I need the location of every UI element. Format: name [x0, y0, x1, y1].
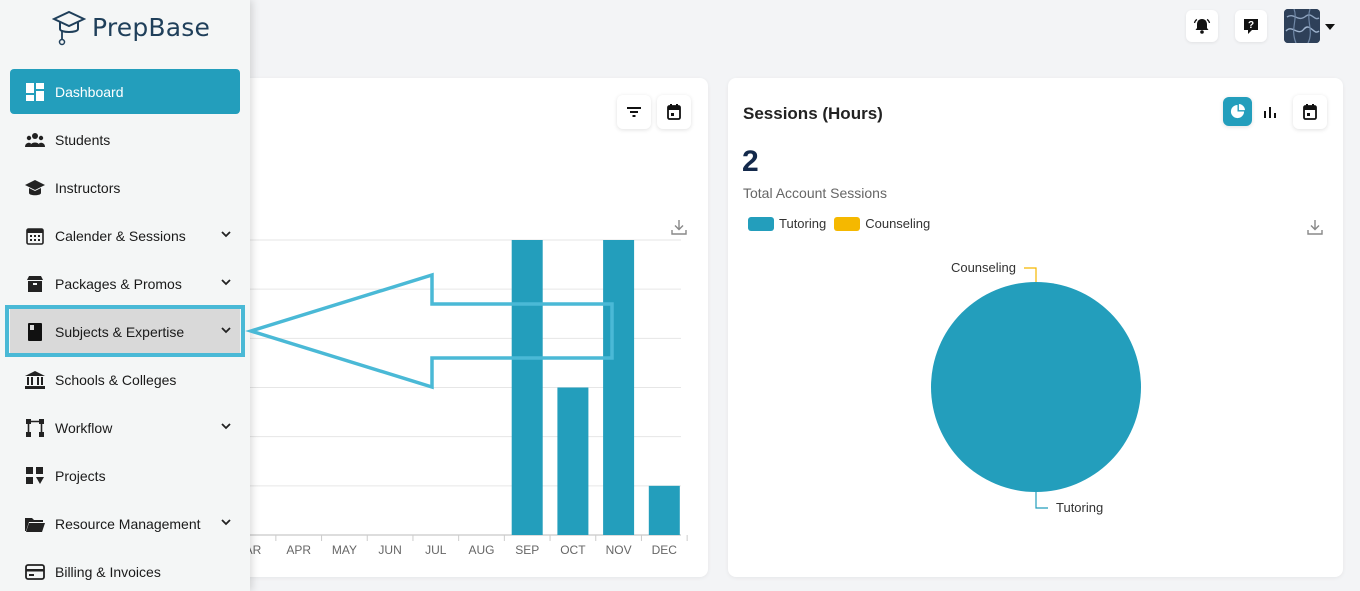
- sessions-total-label: Total Account Sessions: [743, 185, 887, 201]
- dashboard-icon: [25, 82, 45, 102]
- sidebar-item-label: Instructors: [55, 179, 121, 196]
- sidebar-item-students[interactable]: Students: [10, 117, 240, 162]
- legend-label: Tutoring: [779, 216, 827, 231]
- label-line-tutoring: [1035, 492, 1048, 509]
- x-tick-label: JUL: [425, 543, 447, 557]
- chevron-down-icon: [221, 327, 231, 334]
- bar-sep[interactable]: [511, 240, 543, 535]
- legend-swatch: [834, 216, 861, 231]
- pie-label-counseling: Counseling: [951, 260, 1016, 275]
- sidebar-item-subjects-expertise[interactable]: Subjects & Expertise: [10, 309, 240, 354]
- sidebar-item-packages-promos[interactable]: Packages & Promos: [10, 261, 240, 306]
- help-icon: ?: [1244, 19, 1258, 34]
- sessions-total-value: 2: [742, 145, 759, 178]
- x-tick-label: DEC: [652, 543, 678, 557]
- brand-logo[interactable]: PrepBase: [52, 8, 210, 46]
- monthly-bar-chart: AR APR MAY JUN JUL AUG SEP OCT NOV DEC: [230, 239, 688, 557]
- bar-nov[interactable]: [603, 240, 635, 535]
- x-tick-label: SEP: [515, 543, 539, 557]
- chevron-down-icon: [221, 231, 231, 238]
- calendar-icon: [25, 226, 45, 246]
- bar-chart-icon: [1263, 106, 1276, 118]
- legend-item-counseling[interactable]: Counseling: [834, 216, 930, 231]
- filter-icon: [627, 107, 641, 117]
- date-picker-button[interactable]: [1293, 95, 1327, 129]
- graduation-cap-logo-icon: [52, 10, 86, 46]
- graduation-cap-icon: [25, 178, 45, 198]
- brand-name: PrepBase: [92, 12, 211, 42]
- bar-dec[interactable]: [648, 485, 680, 535]
- avatar[interactable]: [1284, 9, 1320, 43]
- svg-text:?: ?: [1248, 20, 1254, 31]
- legend-label: Counseling: [865, 216, 931, 231]
- sidebar-item-label: Workflow: [55, 419, 113, 436]
- x-tick-label: AUG: [468, 543, 494, 557]
- pie-legend: Tutoring Counseling: [748, 216, 938, 231]
- pie-label-tutoring: Tutoring: [1056, 500, 1103, 515]
- sidebar-item-calender-sessions[interactable]: Calender & Sessions: [10, 213, 240, 258]
- sidebar: PrepBase Dashboard Students Instructors …: [0, 0, 250, 591]
- sidebar-item-label: Resource Management: [55, 515, 201, 532]
- x-tick-label: APR: [286, 543, 311, 557]
- x-tick-label: MAY: [332, 543, 357, 557]
- bar-view-button[interactable]: [1255, 97, 1284, 126]
- sidebar-item-label: Dashboard: [55, 83, 124, 100]
- chevron-down-icon: [221, 423, 231, 430]
- sidebar-item-label: Projects: [55, 467, 106, 484]
- label-line-counseling: [1024, 267, 1037, 282]
- calendar-icon: [667, 104, 681, 120]
- sidebar-item-label: Packages & Promos: [55, 275, 182, 292]
- sessions-card: Sessions (Hours) 2 Total Account Session…: [728, 78, 1343, 577]
- download-icon[interactable]: [670, 218, 688, 236]
- projects-icon: [25, 466, 45, 486]
- sidebar-item-schools-colleges[interactable]: Schools & Colleges: [10, 357, 240, 402]
- legend-item-tutoring[interactable]: Tutoring: [748, 216, 826, 231]
- sidebar-item-label: Students: [55, 131, 111, 148]
- pie-slice-tutoring[interactable]: [931, 282, 1141, 492]
- x-tick-label: JUN: [378, 543, 401, 557]
- chevron-down-icon: [221, 519, 231, 526]
- book-icon: [25, 322, 45, 342]
- filter-button[interactable]: [617, 95, 651, 129]
- notifications-button[interactable]: [1186, 10, 1218, 42]
- avatar-caret-icon[interactable]: [1325, 24, 1335, 30]
- sidebar-item-label: Subjects & Expertise: [55, 323, 185, 340]
- sidebar-item-dashboard[interactable]: Dashboard: [10, 69, 240, 114]
- users-icon: [25, 130, 45, 150]
- box-icon: [25, 274, 45, 294]
- help-button[interactable]: ?: [1235, 10, 1267, 42]
- download-icon[interactable]: [1306, 218, 1324, 236]
- x-tick-label: NOV: [606, 543, 632, 557]
- sidebar-item-label: Billing & Invoices: [55, 563, 161, 580]
- sidebar-item-projects[interactable]: Projects: [10, 453, 240, 498]
- sessions-pie-chart: Counseling Tutoring: [931, 260, 1141, 515]
- credit-card-icon: [25, 562, 45, 582]
- pie-chart-icon: [1230, 104, 1245, 119]
- legend-swatch: [748, 216, 774, 231]
- sidebar-item-instructors[interactable]: Instructors: [10, 165, 240, 210]
- pie-view-button[interactable]: [1223, 97, 1252, 126]
- sidebar-item-resource-management[interactable]: Resource Management: [10, 501, 240, 546]
- folder-icon: [25, 514, 45, 534]
- sessions-title: Sessions (Hours): [743, 104, 883, 123]
- x-tick-label: OCT: [560, 543, 586, 557]
- bank-icon: [25, 370, 45, 390]
- bar-oct[interactable]: [557, 387, 589, 536]
- bell-icon: [1193, 18, 1211, 34]
- workflow-icon: [25, 418, 45, 438]
- sidebar-item-label: Calender & Sessions: [55, 227, 186, 244]
- chevron-down-icon: [221, 279, 231, 286]
- sidebar-item-label: Schools & Colleges: [55, 371, 177, 388]
- sidebar-item-workflow[interactable]: Workflow: [10, 405, 240, 450]
- bar-chart-card: AR APR MAY JUN JUL AUG SEP OCT NOV DEC: [230, 78, 708, 577]
- date-picker-button[interactable]: [657, 95, 691, 129]
- sidebar-item-billing-invoices[interactable]: Billing & Invoices: [10, 549, 240, 591]
- calendar-icon: [1303, 104, 1317, 120]
